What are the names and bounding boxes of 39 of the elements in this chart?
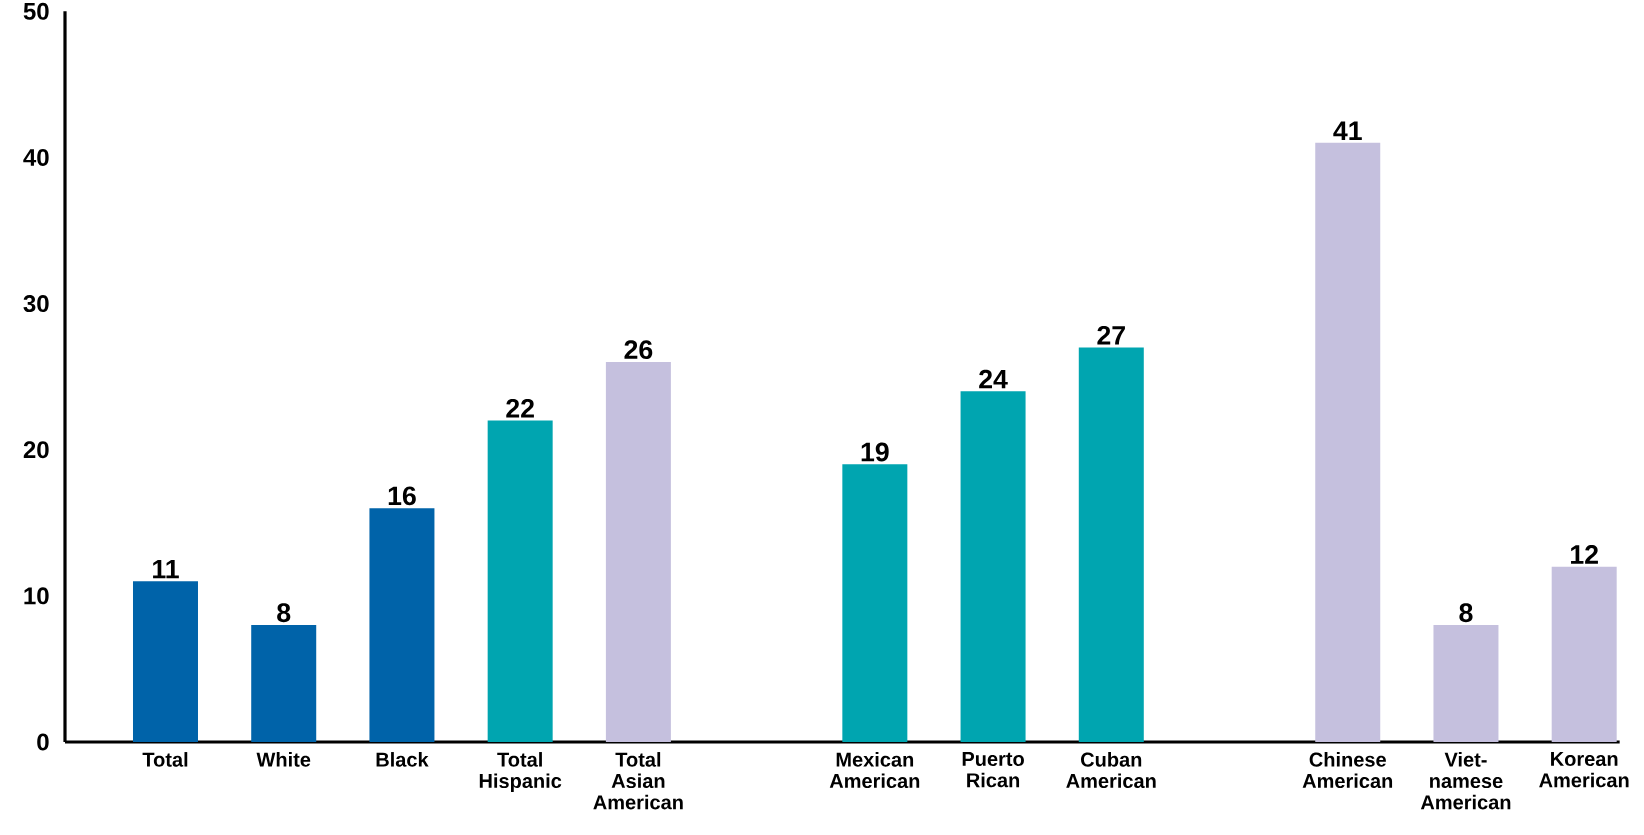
x-tick-label: Cuban American: [1066, 752, 1156, 789]
x-tick-label: Korean American: [1539, 752, 1629, 788]
data-label: 41: [1333, 121, 1362, 140]
bar: [1078, 347, 1144, 742]
x-tick-label: Chinese American: [1302, 752, 1393, 789]
bar: [1551, 566, 1617, 742]
data-label: 12: [1571, 545, 1598, 564]
data-label: 16: [388, 486, 416, 506]
x-tick-label: Total Hispanic: [479, 752, 562, 793]
data-label: 27: [1097, 325, 1125, 345]
data-label: 19: [861, 442, 889, 462]
data-label: 8: [277, 603, 291, 623]
bar: [369, 508, 435, 742]
x-tick-label: White: [256, 752, 311, 767]
data-label: 11: [153, 559, 179, 579]
bar: [842, 464, 908, 742]
data-label: 24: [979, 369, 1008, 389]
x-tick-label: Mexican American: [829, 752, 920, 789]
bar: [1433, 625, 1499, 742]
bar: [605, 362, 671, 742]
bar: [132, 581, 198, 742]
data-label: 22: [506, 398, 534, 418]
y-tick-label: 50: [23, 2, 49, 20]
y-tick-label: 0: [37, 733, 49, 751]
y-tick-label: 20: [23, 441, 49, 459]
x-tick-label: Puerto Rican: [962, 752, 1024, 788]
x-tick-label: Total Asian American: [593, 752, 683, 810]
bar: [251, 625, 317, 742]
x-tick-label: Total: [142, 752, 188, 767]
data-label: 26: [624, 340, 653, 360]
bar: [1315, 142, 1381, 742]
x-tick-label: Viet-namese American: [1420, 752, 1511, 810]
x-tick-label: Black: [376, 752, 429, 767]
y-tick-label: 30: [23, 295, 49, 313]
bar: [960, 391, 1026, 742]
data-label: 8: [1459, 603, 1473, 623]
bar: [487, 420, 553, 742]
y-tick-label: 40: [23, 148, 49, 166]
y-tick-label: 10: [24, 587, 49, 605]
